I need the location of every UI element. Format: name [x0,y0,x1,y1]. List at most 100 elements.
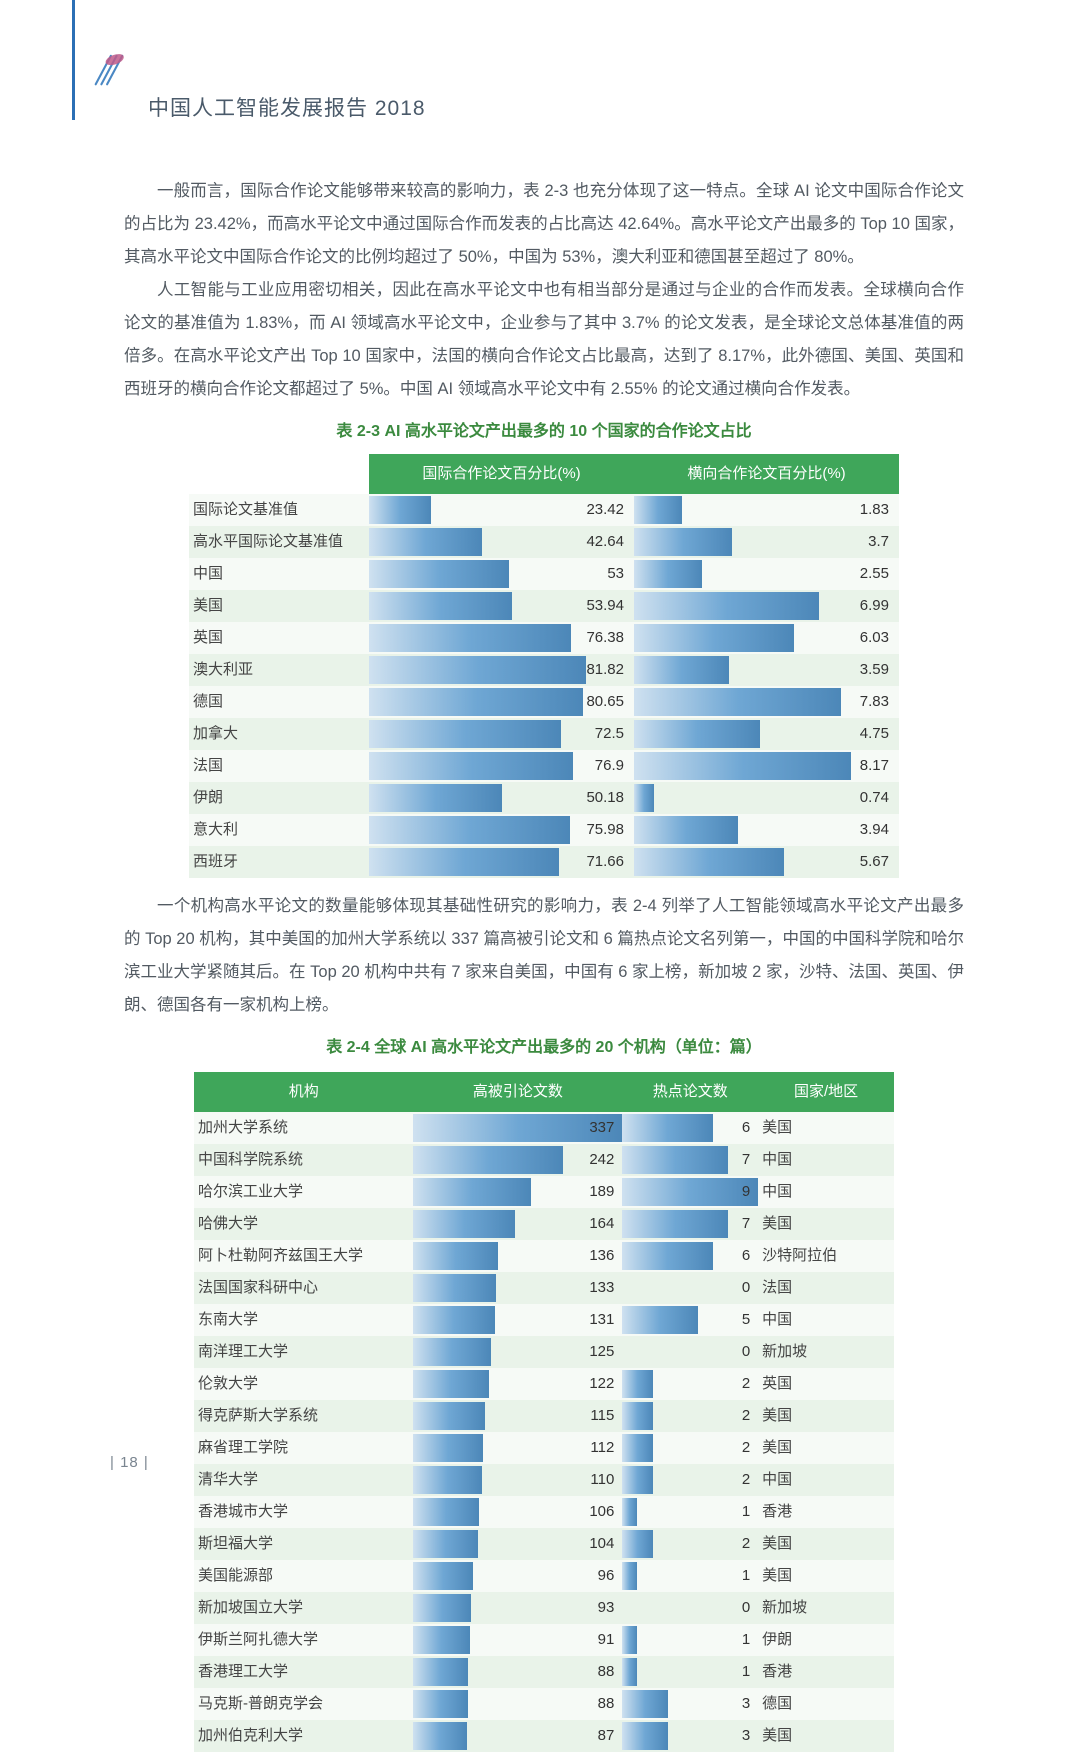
table2-caption: 表 2-4 全球 AI 高水平论文产出最多的 20 个机构（单位：篇） [124,1032,964,1064]
table-row: 国际论文基准值23.421.83 [189,494,899,526]
bar-cell: 88 [413,1656,622,1688]
country-label: 中国 [189,558,369,590]
institution-label: 中国科学院系统 [194,1144,413,1176]
table-row: 中国532.55 [189,558,899,590]
country-label: 国际论文基准值 [189,494,369,526]
bar-cell: 1 [622,1560,758,1592]
bar-cell: 96 [413,1560,622,1592]
country-label: 伊朗 [189,782,369,814]
bar-cell: 53.94 [369,590,634,622]
region-label: 德国 [758,1688,894,1720]
bar-cell: 122 [413,1368,622,1400]
country-label: 德国 [189,686,369,718]
table-row: 南洋理工大学1250新加坡 [194,1336,894,1368]
page-number-value: 18 [120,1454,139,1471]
bar-cell: 76.9 [369,750,634,782]
table-row: 伊朗50.180.74 [189,782,899,814]
bar-cell: 50.18 [369,782,634,814]
region-label: 中国 [758,1176,894,1208]
bar-cell: 0.74 [634,782,899,814]
institution-label: 得克萨斯大学系统 [194,1400,413,1432]
bar-cell: 76.38 [369,622,634,654]
institution-label: 南洋理工大学 [194,1336,413,1368]
bar-cell: 106 [413,1496,622,1528]
table-2-3: 国际合作论文百分比(%)横向合作论文百分比(%) 国际论文基准值23.421.8… [189,454,899,878]
bar-cell: 112 [413,1432,622,1464]
region-label: 英国 [758,1368,894,1400]
region-label: 中国 [758,1144,894,1176]
paragraph-1: 一般而言，国际合作论文能够带来较高的影响力，表 2-3 也充分体现了这一特点。全… [124,175,964,274]
bar-cell: 5 [622,1304,758,1336]
country-label: 西班牙 [189,846,369,878]
bar-cell: 6 [622,1240,758,1272]
page-number: | 18 | [110,1454,149,1471]
bar-cell: 125 [413,1336,622,1368]
bar-cell: 3.59 [634,654,899,686]
table-row: 香港城市大学1061香港 [194,1496,894,1528]
table-row: 斯坦福大学1042美国 [194,1528,894,1560]
table2-header: 国家/地区 [758,1072,894,1112]
bar-cell: 104 [413,1528,622,1560]
region-label: 中国 [758,1304,894,1336]
region-label: 美国 [758,1528,894,1560]
bar-cell: 87 [413,1720,622,1752]
region-label: 法国 [758,1272,894,1304]
institution-label: 香港理工大学 [194,1656,413,1688]
bar-cell: 88 [413,1688,622,1720]
table-row: 哈佛大学1647美国 [194,1208,894,1240]
table2-header: 热点论文数 [622,1072,758,1112]
institution-label: 哈佛大学 [194,1208,413,1240]
table1-header: 横向合作论文百分比(%) [634,454,899,494]
region-label: 伊朗 [758,1624,894,1656]
table-row: 高水平国际论文基准值42.643.7 [189,526,899,558]
table-row: 西班牙71.665.67 [189,846,899,878]
country-label: 美国 [189,590,369,622]
bar-cell: 3.7 [634,526,899,558]
bar-cell: 136 [413,1240,622,1272]
table-row: 英国76.386.03 [189,622,899,654]
bar-cell: 115 [413,1400,622,1432]
country-label: 法国 [189,750,369,782]
bar-cell: 1.83 [634,494,899,526]
bar-cell: 3 [622,1720,758,1752]
bar-cell: 189 [413,1176,622,1208]
bar-cell: 1 [622,1624,758,1656]
table-row: 法国国家科研中心1330法国 [194,1272,894,1304]
table-2-4: 机构高被引论文数热点论文数国家/地区 加州大学系统3376美国中国科学院系统24… [194,1072,894,1752]
region-label: 美国 [758,1208,894,1240]
bar-cell: 164 [413,1208,622,1240]
bar-cell: 53 [369,558,634,590]
institution-label: 伊斯兰阿扎德大学 [194,1624,413,1656]
bar-cell: 2 [622,1400,758,1432]
bar-cell: 9 [622,1176,758,1208]
country-label: 英国 [189,622,369,654]
institution-label: 清华大学 [194,1464,413,1496]
bar-cell: 7 [622,1144,758,1176]
table-row: 美国53.946.99 [189,590,899,622]
paragraph-3: 一个机构高水平论文的数量能够体现其基础性研究的影响力，表 2-4 列举了人工智能… [124,890,964,1022]
table-row: 澳大利亚81.823.59 [189,654,899,686]
table-row: 香港理工大学881香港 [194,1656,894,1688]
bar-cell: 2 [622,1368,758,1400]
bar-cell: 8.17 [634,750,899,782]
bar-cell: 80.65 [369,686,634,718]
bar-cell: 0 [622,1592,758,1624]
region-label: 香港 [758,1656,894,1688]
bar-cell: 1 [622,1656,758,1688]
bar-cell: 72.5 [369,718,634,750]
bar-cell: 2 [622,1528,758,1560]
table-row: 法国76.98.17 [189,750,899,782]
bar-cell: 3.94 [634,814,899,846]
institution-label: 马克斯-普朗克学会 [194,1688,413,1720]
institution-label: 美国能源部 [194,1560,413,1592]
region-label: 香港 [758,1496,894,1528]
report-title: 中国人工智能发展报告 2018 [148,92,426,122]
table-row: 加拿大72.54.75 [189,718,899,750]
paragraph-2: 人工智能与工业应用密切相关，因此在高水平论文中也有相当部分是通过与企业的合作而发… [124,274,964,406]
institution-label: 哈尔滨工业大学 [194,1176,413,1208]
bar-cell: 110 [413,1464,622,1496]
bar-cell: 0 [622,1272,758,1304]
table-row: 得克萨斯大学系统1152美国 [194,1400,894,1432]
table-row: 麻省理工学院1122美国 [194,1432,894,1464]
country-label: 高水平国际论文基准值 [189,526,369,558]
